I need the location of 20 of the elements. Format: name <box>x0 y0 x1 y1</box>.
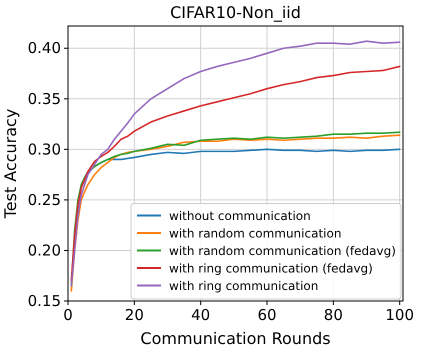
y-tick-label: 0.20 <box>28 241 61 260</box>
y-tick-label: 0.30 <box>28 140 61 158</box>
x-tick-label: 0 <box>63 306 73 324</box>
y-tick-label: 0.15 <box>28 292 61 310</box>
legend-label: with random communication <box>169 226 342 240</box>
legend-label: without communication <box>169 209 311 223</box>
legend-label: with ring communication <box>169 279 318 293</box>
x-tick-label: 40 <box>191 306 210 324</box>
y-axis-title: Test Accuracy <box>1 108 20 220</box>
x-tick-label: 80 <box>324 306 343 324</box>
legend-label: with ring communication (fedavg) <box>169 262 373 276</box>
y-tick-label: 0.35 <box>28 90 61 108</box>
chart-title: CIFAR10-Non_iid <box>170 3 301 22</box>
x-tick-label: 20 <box>124 306 144 324</box>
legend-label: with random communication (fedavg) <box>169 244 396 258</box>
x-tick-label: 100 <box>385 306 414 324</box>
y-tick-label: 0.40 <box>28 39 61 58</box>
x-tick-label: 60 <box>257 306 277 324</box>
y-tick-label: 0.25 <box>28 190 61 209</box>
x-axis-title: Communication Rounds <box>140 329 331 348</box>
